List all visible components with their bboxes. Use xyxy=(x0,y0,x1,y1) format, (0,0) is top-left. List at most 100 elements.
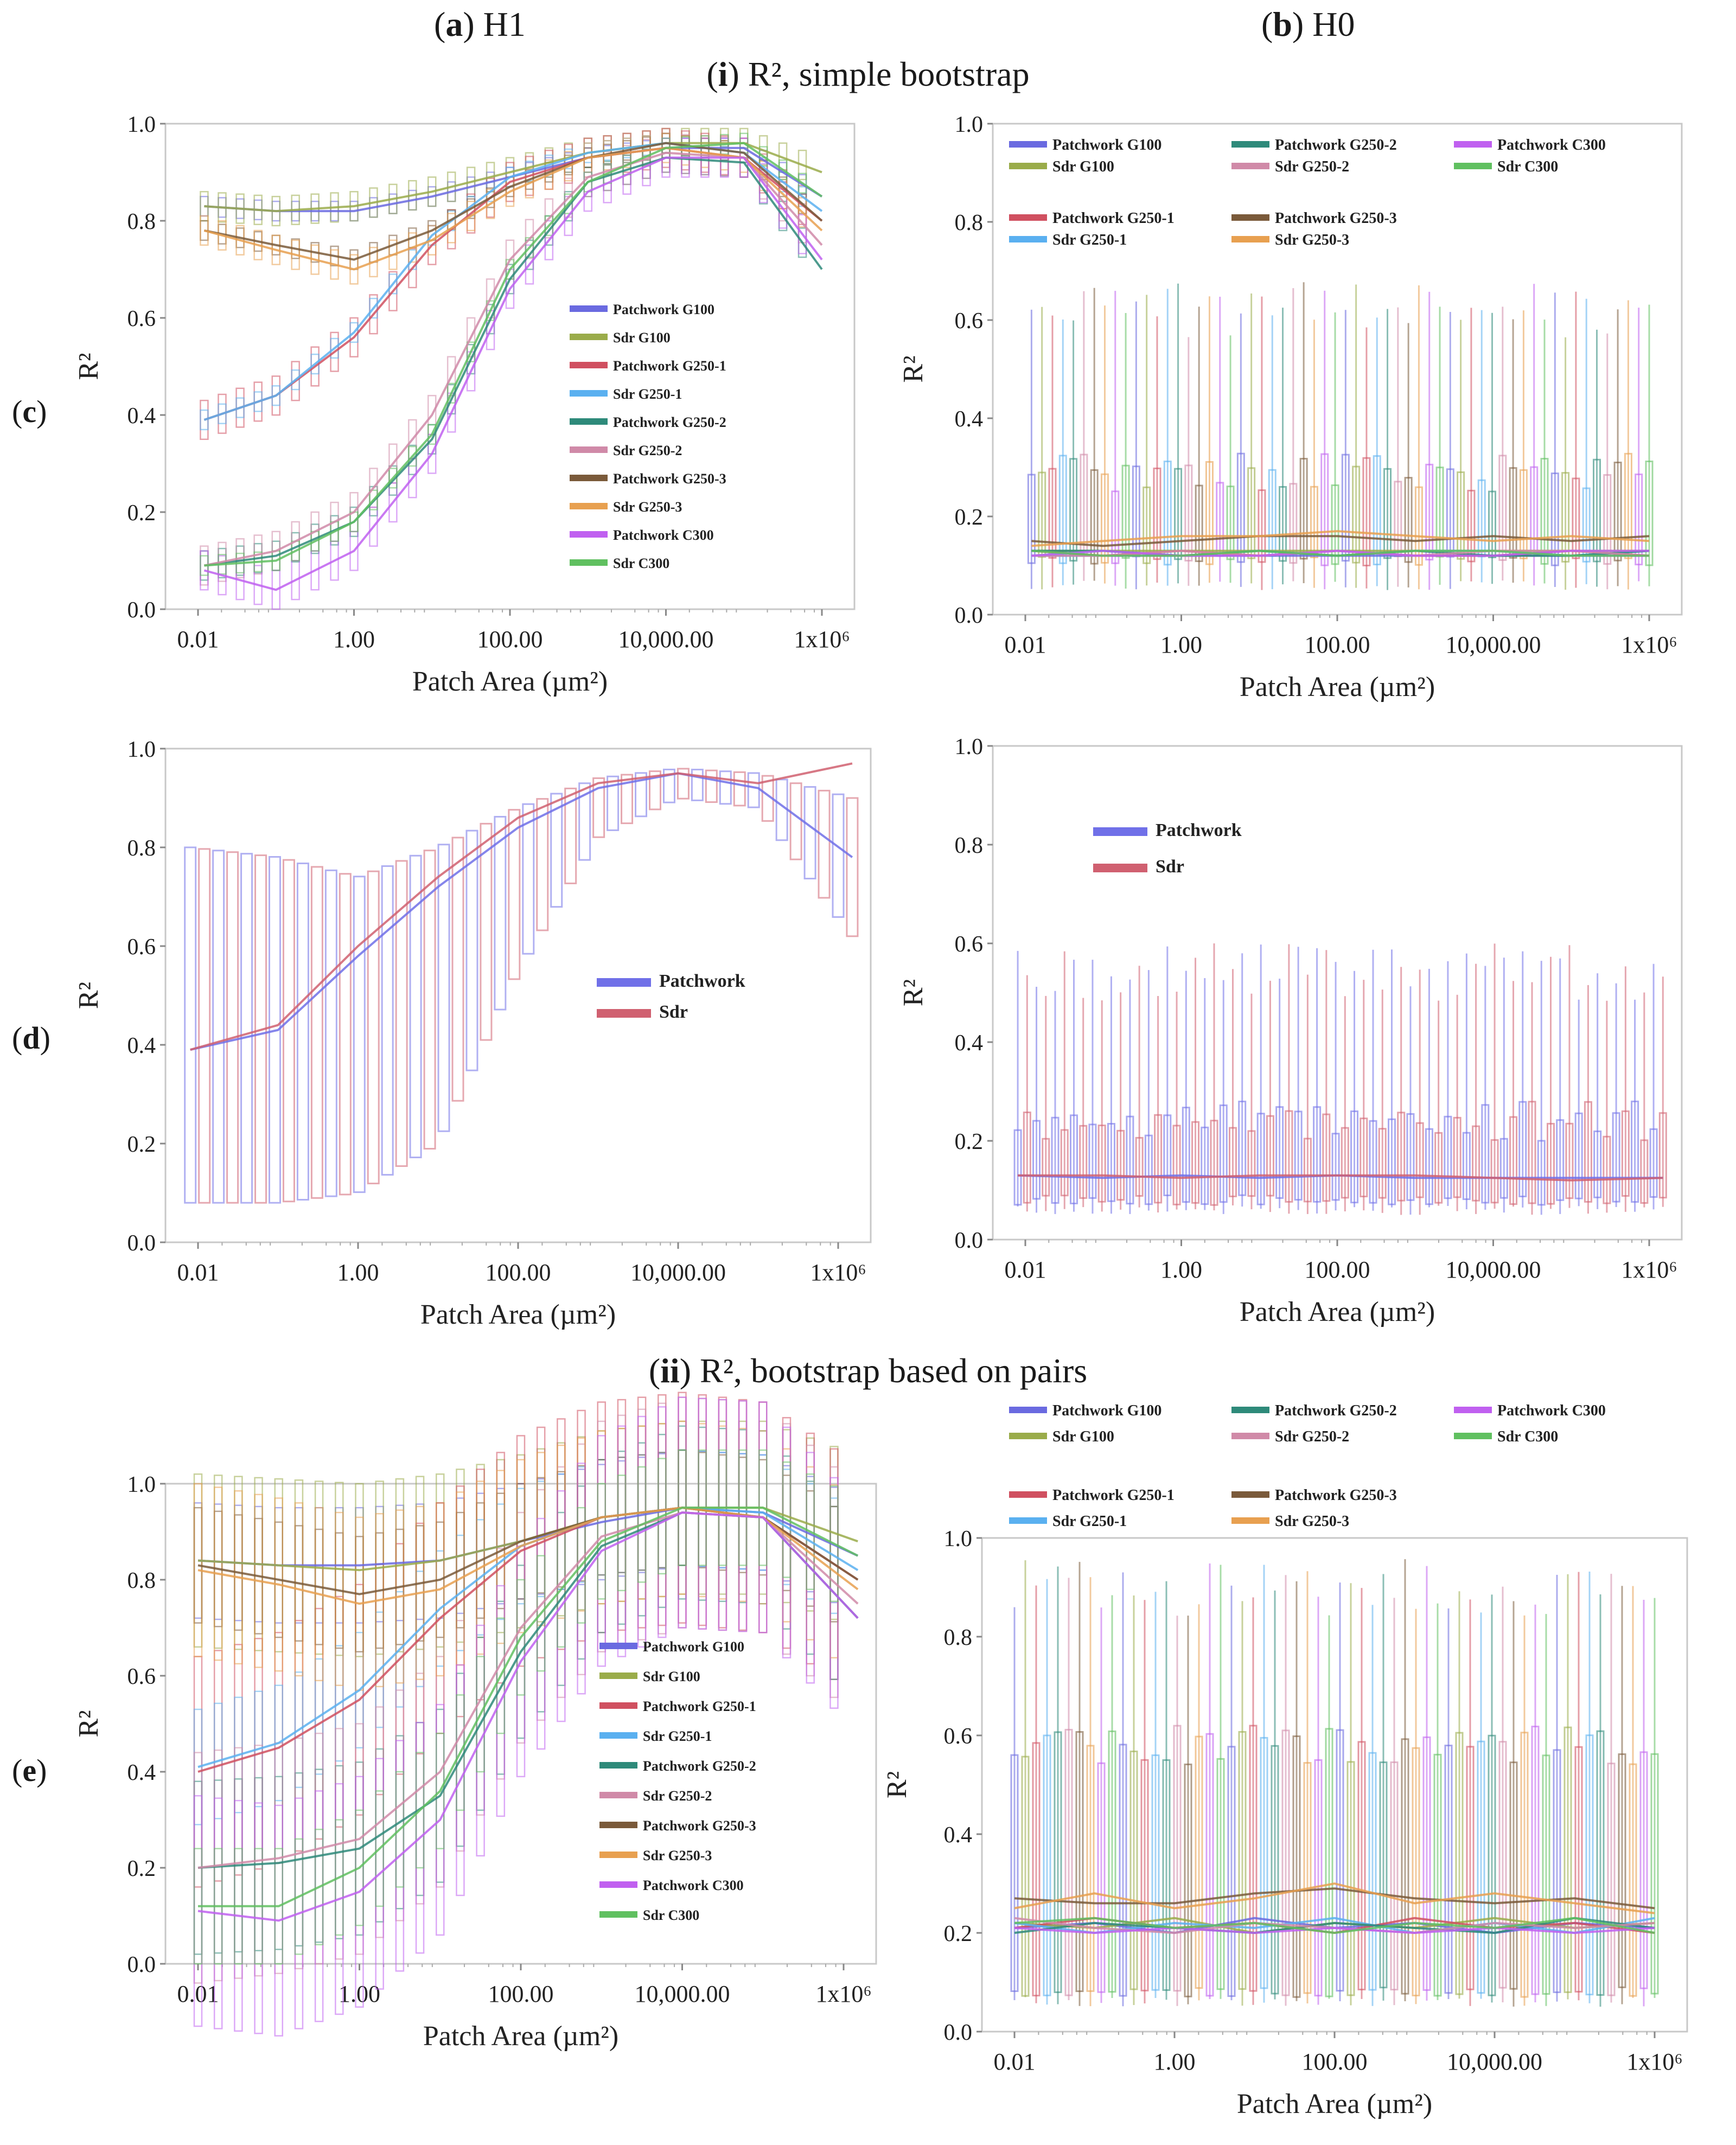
box xyxy=(1658,1112,1667,1199)
legend-swatch xyxy=(1454,1407,1492,1413)
x-tick-label: 1.00 xyxy=(1154,2048,1196,2075)
box xyxy=(1360,1118,1368,1198)
box xyxy=(335,1645,344,1762)
y-axis-label: R² xyxy=(73,982,104,1009)
legend-swatch xyxy=(1231,1491,1269,1498)
legend-label: Patchwork G250-1 xyxy=(1052,210,1175,227)
box xyxy=(789,782,802,860)
series-line xyxy=(190,762,853,1051)
x-tick-label: 100.00 xyxy=(1305,1256,1370,1283)
chart-e-H0: 0.0 0.2 0.4 0.6 0.8 1.0 0.01 1.00 100.00 10,000.0… xyxy=(882,1402,1688,2120)
box xyxy=(324,869,337,1197)
x-tick-label: 10,000.00 xyxy=(1447,2048,1542,2075)
box xyxy=(1236,452,1245,563)
box xyxy=(369,246,378,278)
legend-label: Sdr C300 xyxy=(613,556,669,571)
x-axis-label: Patch Area (µm²) xyxy=(420,1299,616,1330)
box xyxy=(1060,1129,1069,1197)
y-tick-label: 0.4 xyxy=(955,1031,984,1056)
box xyxy=(1289,483,1298,564)
box xyxy=(1603,474,1612,565)
legend-swatch xyxy=(597,1009,651,1018)
box xyxy=(1331,484,1339,565)
y-tick-label: 0.6 xyxy=(127,1664,156,1689)
box xyxy=(1624,452,1632,559)
legend-swatch xyxy=(599,1762,637,1769)
legend-swatch xyxy=(1454,1433,1492,1439)
box xyxy=(1540,458,1549,565)
legend-label: Sdr G100 xyxy=(1052,1428,1114,1445)
y-tick-label: 0.8 xyxy=(944,1625,973,1650)
legend-label: Patchwork G100 xyxy=(643,1639,744,1655)
box xyxy=(1088,1123,1097,1199)
box xyxy=(1325,1728,1333,1997)
y-tick-label: 0.2 xyxy=(944,1921,973,1946)
box xyxy=(291,369,300,391)
x-tick-label: 100.00 xyxy=(477,626,543,653)
box xyxy=(1455,1732,1464,1995)
box xyxy=(369,506,378,547)
box xyxy=(1228,1127,1237,1197)
box xyxy=(1143,486,1151,564)
box xyxy=(1184,464,1193,562)
legend-label: Sdr xyxy=(1156,857,1184,877)
y-tick-label: 1.0 xyxy=(127,112,156,137)
y-tick-label: 0.8 xyxy=(127,209,156,234)
box xyxy=(476,1480,485,1655)
legend-label: Sdr G100 xyxy=(643,1669,700,1684)
y-tick-label: 0.2 xyxy=(127,1856,156,1881)
series-line xyxy=(1014,1882,1655,1914)
section-i-header: (i) R², simple bootstrap xyxy=(706,55,1030,93)
box xyxy=(355,1809,364,1926)
box xyxy=(1397,1112,1406,1202)
box xyxy=(747,772,760,808)
legend-label: Patchwork G250-3 xyxy=(613,471,726,487)
box xyxy=(1584,1101,1592,1203)
series-line xyxy=(1014,1917,1655,1935)
legend-swatch xyxy=(1009,1491,1047,1498)
box xyxy=(1466,1746,1475,1990)
legend-swatch xyxy=(1231,1407,1269,1413)
box xyxy=(1238,1731,1247,1990)
box xyxy=(1064,1728,1073,1996)
y-tick-label: 0.0 xyxy=(955,603,984,628)
series-line xyxy=(1014,1926,1655,1935)
x-tick-label: 1.00 xyxy=(339,1981,380,2007)
legend-label: Sdr G250-3 xyxy=(1275,1513,1349,1530)
legend-swatch xyxy=(570,390,608,397)
box xyxy=(1563,1726,1572,1993)
y-axis-label: R² xyxy=(73,1710,104,1737)
box xyxy=(1201,1126,1209,1205)
legend-label: Patchwork C300 xyxy=(1497,1402,1606,1419)
legend-swatch xyxy=(570,503,608,509)
box xyxy=(832,793,845,918)
y-tick-label: 1.0 xyxy=(127,737,156,762)
box xyxy=(1561,472,1570,563)
box xyxy=(1352,465,1361,564)
row-c-label: (c) xyxy=(12,394,47,429)
x-tick-label: 10,000.00 xyxy=(635,1981,730,2007)
y-tick-label: 0.2 xyxy=(955,1129,984,1154)
legend-swatch xyxy=(1231,1433,1269,1439)
legend-swatch xyxy=(599,1911,637,1918)
box xyxy=(1556,1119,1565,1201)
box xyxy=(1520,1732,1529,1998)
box xyxy=(1216,1758,1225,1990)
legend-label: Patchwork C300 xyxy=(643,1878,744,1893)
box xyxy=(1163,1114,1172,1197)
box xyxy=(1258,489,1266,563)
y-tick-label: 0.0 xyxy=(127,1952,156,1977)
box xyxy=(1086,1745,1095,1992)
x-tick-label: 10,000.00 xyxy=(1446,631,1541,658)
box xyxy=(1336,1729,1344,1992)
box xyxy=(1299,458,1308,560)
box xyxy=(1097,1125,1106,1203)
box xyxy=(1387,1118,1396,1205)
box xyxy=(1042,1138,1050,1197)
box xyxy=(607,775,620,831)
legend-swatch xyxy=(597,978,651,987)
box xyxy=(719,770,732,805)
x-tick-label: 1.00 xyxy=(333,626,375,653)
legend-swatch xyxy=(599,1643,637,1649)
